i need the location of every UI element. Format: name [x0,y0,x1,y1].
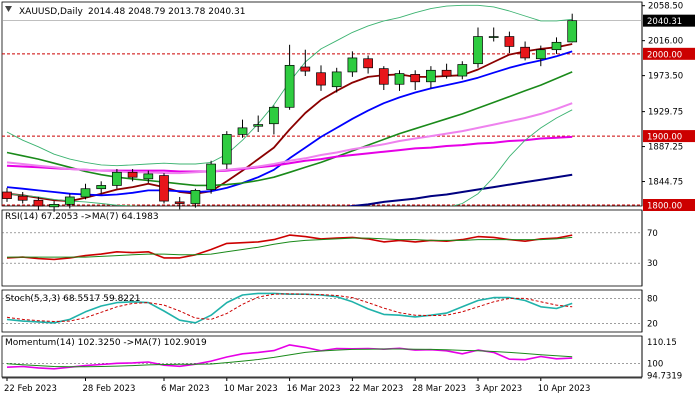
osc-axis-label: 80 [647,294,658,304]
stoch-label: Stoch(5,3,3) 68.5517 59.8221 [5,294,140,304]
ohlc-readout: 2014.48 2048.79 2013.78 2040.31 [88,7,245,17]
level-tag [643,47,695,60]
price-tick-label: 1973.50 [648,72,683,82]
candle-body [206,163,216,190]
osc-axis-label: 30 [647,259,658,269]
ma-line [6,50,573,197]
osc-line [6,292,573,324]
rsi-label: RSI(14) 67.2053 ->MA(7) 64.1983 [5,212,159,222]
candle-body [80,188,91,198]
candle-body [331,71,342,88]
candlesticks [2,13,578,212]
time-tick-label: 3 Apr 2023 [475,384,522,394]
candle-body [2,191,12,199]
time-tick-label: 28 Mar 2023 [412,384,466,394]
time-tick-label: 6 Mar 2023 [161,384,209,394]
osc-line [6,348,573,368]
ma-line [6,135,573,173]
time-tick-label: 10 Apr 2023 [538,384,591,394]
candle-body [441,69,452,77]
collapse-arrow-icon[interactable] [5,6,12,12]
price-indicators [6,4,573,206]
ma-line [6,102,573,175]
candle-body [253,124,264,127]
panel-frames [1,1,643,379]
price-tick-label: 1929.75 [648,108,683,118]
candle-body [347,57,358,73]
candle-body [96,185,107,190]
price-tick-label: 2016.00 [648,37,683,47]
candle-body [269,106,279,125]
candle-body [426,69,436,83]
osc-axis-label: 70 [647,229,658,239]
candle-body [127,171,138,178]
level-tag-label: 1800.00 [647,202,682,212]
candle-body [457,64,468,77]
panel-frame [1,1,643,207]
candle-body [143,173,154,180]
time-tick-label: 28 Feb 2023 [83,384,136,394]
candle-body [473,36,483,65]
ma-line [346,173,573,206]
candle-body [535,49,546,60]
osc-line [7,236,573,258]
candle-body [190,190,201,204]
candle-body [504,36,515,47]
candle-body [17,195,28,201]
candle-body [284,64,295,108]
osc-line [6,234,573,261]
level-tag-label: 2000.00 [647,50,682,60]
osc-axis-label: 94.7319 [647,371,682,381]
osc-axis-label: 20 [647,320,658,330]
level-tag [643,130,695,143]
candle-body [221,134,232,165]
symbol-timeframe: XAUUSD,Daily [19,7,83,17]
candle-body [363,58,373,69]
current-price-tag [643,14,695,27]
candle-body [112,171,122,186]
price-tick-label: 1887.25 [648,143,683,153]
ma-line [6,71,573,187]
candle-body [394,73,405,85]
ma-line [6,109,573,206]
time-tick-label: 10 Mar 2023 [224,384,278,394]
candle-body [64,196,75,205]
osc-axis-label: 100 [647,359,663,369]
oscillator-lines [2,232,642,370]
price-tick-label: 2058.50 [648,2,683,12]
candle-body [488,36,499,38]
candle-body [159,175,169,202]
candle-body [237,127,248,135]
candle-body [567,20,578,43]
osc-line [6,293,573,322]
time-tick-label: 22 Mar 2023 [349,384,403,394]
candle-body [410,74,421,83]
ma-line [6,43,573,203]
level-tag [643,199,695,211]
axis-labels: 2058.50 2016.00 1973.50 1929.75 1887.25 1844.… [4,2,695,394]
current-price-label: 2040.31 [647,17,682,27]
candle-body [33,199,44,207]
level-tag-label: 1900.00 [647,133,682,143]
momentum-label: Momentum(14) 102.3250 ->MA(7) 102.9019 [5,338,207,348]
candle-body [316,72,326,86]
time-tick-label: 22 Feb 2023 [4,384,57,394]
candle-body [174,201,185,204]
candle-body [300,66,311,72]
candle-body [520,46,530,59]
osc-line [6,344,573,370]
panel-headers: XAUUSD,Daily 2014.48 2048.79 2013.78 204… [5,7,245,348]
time-tick-label: 16 Mar 2023 [287,384,341,394]
price-tick-label: 1844.75 [648,178,683,188]
candle-body [551,41,562,51]
osc-axis-label: 110.15 [647,338,677,348]
candle-body [49,204,59,208]
candle-body [378,68,389,85]
